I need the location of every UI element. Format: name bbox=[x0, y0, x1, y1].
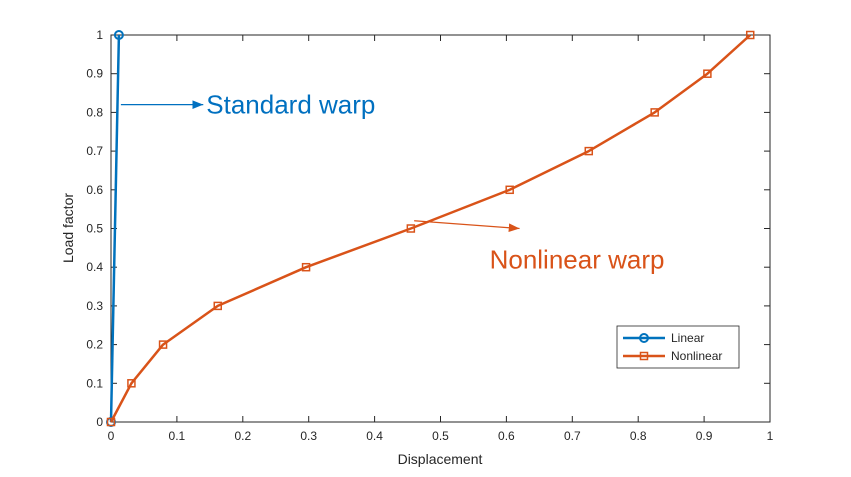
annotation-label: Standard warp bbox=[206, 90, 375, 120]
y-tick-label: 0.7 bbox=[86, 144, 103, 158]
legend: Linear Nonlinear bbox=[616, 325, 740, 369]
y-tick-label: 1 bbox=[96, 28, 103, 42]
data-point-nonlinear bbox=[127, 379, 136, 388]
data-point-nonlinear bbox=[650, 108, 659, 117]
data-point-nonlinear bbox=[703, 69, 712, 78]
x-tick-label: 0.2 bbox=[234, 429, 251, 443]
y-tick-label: 0.4 bbox=[86, 260, 103, 274]
x-tick-label: 0.7 bbox=[564, 429, 581, 443]
y-tick-label: 0 bbox=[96, 415, 103, 429]
x-tick-label: 0.3 bbox=[300, 429, 317, 443]
y-tick-label: 0.8 bbox=[86, 105, 103, 119]
axis-ticks: 0 0.1 0.2 0.3 0.4 0.5 0.6 0.7 0.8 0.9 1 0 0.1 0.2 0.3 0… bbox=[86, 28, 773, 443]
y-tick-label: 0.2 bbox=[86, 338, 103, 352]
series-line-linear bbox=[109, 34, 121, 423]
legend-marker-nonlinear bbox=[639, 351, 649, 361]
x-tick-label: 0.1 bbox=[169, 429, 186, 443]
data-point-nonlinear bbox=[106, 417, 116, 427]
data-point-nonlinear bbox=[301, 262, 311, 272]
data-point-nonlinear bbox=[406, 224, 416, 233]
data-point-linear bbox=[113, 30, 124, 40]
x-tick-label: 0.6 bbox=[498, 429, 515, 443]
y-tick-label: 0.3 bbox=[86, 299, 103, 313]
annotation-arrow bbox=[414, 220, 520, 233]
x-tick-label: 0.9 bbox=[696, 429, 713, 443]
series-line-nonlinear bbox=[109, 34, 752, 423]
legend-marker-linear bbox=[639, 333, 649, 343]
annotation-label: Nonlinear warp bbox=[490, 245, 665, 275]
annotations: Standard warp Nonlinear warp bbox=[120, 90, 665, 275]
x-tick-label: 0.8 bbox=[630, 429, 647, 443]
data-point-nonlinear bbox=[158, 340, 168, 349]
y-tick-label: 0.6 bbox=[86, 183, 103, 197]
legend-box bbox=[616, 325, 740, 369]
data-point-nonlinear bbox=[584, 146, 594, 156]
x-tick-label: 1 bbox=[767, 429, 774, 443]
y-tick-label: 0.9 bbox=[86, 67, 103, 81]
data-point-nonlinear bbox=[213, 301, 223, 311]
y-axis-label: Load factor bbox=[60, 193, 76, 263]
legend-label-nonlinear: Nonlinear bbox=[671, 349, 722, 363]
y-tick-label: 0.1 bbox=[86, 376, 103, 390]
series-layer bbox=[106, 30, 755, 427]
data-point-nonlinear bbox=[745, 30, 755, 40]
legend-label-linear: Linear bbox=[671, 331, 704, 345]
x-tick-label: 0.5 bbox=[432, 429, 449, 443]
data-point-nonlinear bbox=[505, 185, 514, 195]
x-axis-label: Displacement bbox=[398, 451, 483, 467]
x-tick-label: 0.4 bbox=[366, 429, 383, 443]
y-tick-label: 0.5 bbox=[86, 222, 103, 236]
x-tick-label: 0 bbox=[108, 429, 115, 443]
